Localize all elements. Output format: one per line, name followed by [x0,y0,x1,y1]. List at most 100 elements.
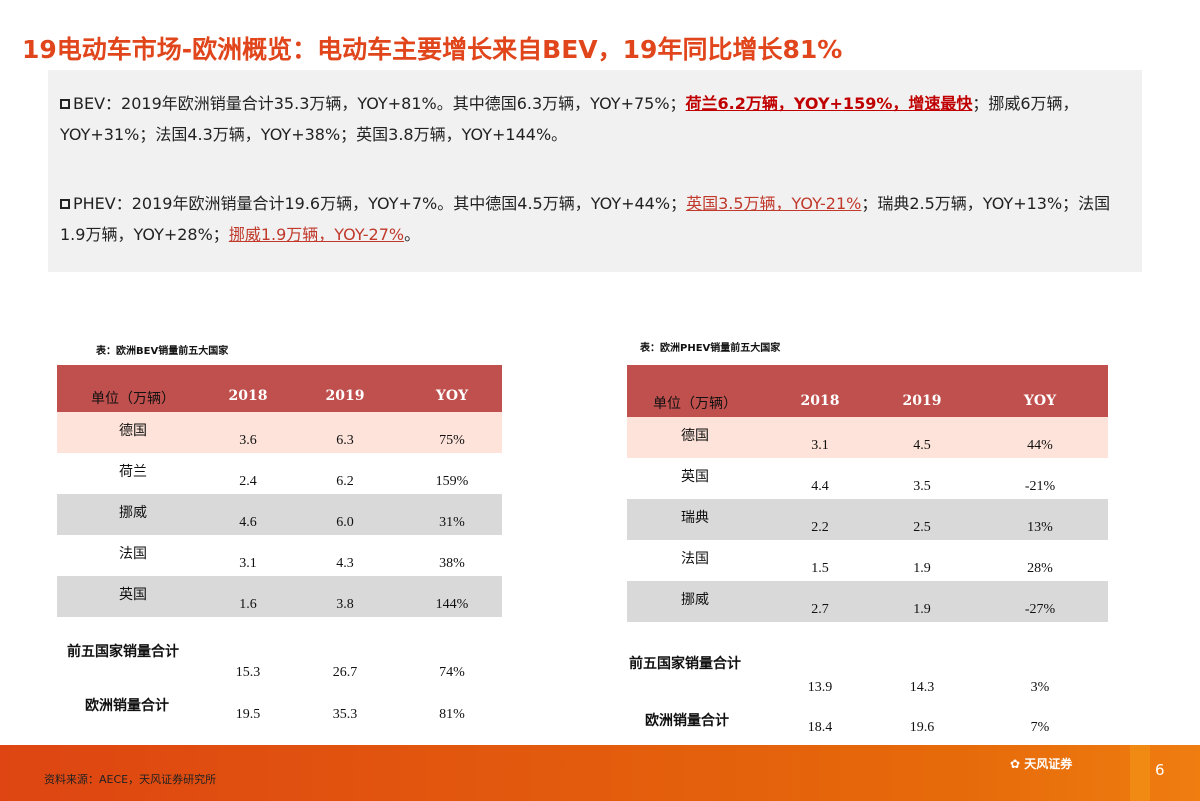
bev-summary: BEV：2019年欧洲销量合计35.3万辆，YOY+81%。其中德国6.3万辆，… [60,88,1130,150]
bev-text-2: ；挪威6万辆，YOY+31%；法国4.3万辆，YOY+38%；英国3.8万辆，Y… [60,94,1079,144]
total-value: 3% [1030,680,1050,695]
value-cell: 4.3 [336,556,354,571]
value-cell: 2.2 [811,520,829,535]
bev-text: BEV：2019年欧洲销量合计35.3万辆，YOY+81%。其中德国6.3万辆，… [73,94,686,113]
value-cell: -21% [1024,479,1056,494]
page-title: 19电动车市场-欧洲概览：电动车主要增长来自BEV，19年同比增长81% [22,35,843,64]
header-cell: 2018 [228,388,268,404]
table-row: 挪威 2.7 1.9 -27% [627,581,1108,622]
total-row: 前五国家销量合计 13.9 14.3 3% [627,653,1108,695]
summary-box: BEV：2019年欧洲销量合计35.3万辆，YOY+81%。其中德国6.3万辆，… [48,70,1142,272]
source-note: 资料来源：AECE，天风证券研究所 [44,773,217,786]
country-cell: 挪威 [681,592,709,608]
table-row: 法国 3.1 4.3 38% [57,535,502,576]
value-cell: 3.8 [336,597,354,612]
value-cell: -27% [1024,602,1056,617]
phev-table-title: 表：欧洲PHEV销量前五大国家 [640,343,781,354]
total-value: 81% [439,707,465,722]
company-logo: ✿ 天风证券 [1010,757,1073,771]
country-cell: 荷兰 [119,464,147,480]
value-cell: 3.1 [239,556,257,571]
total-value: 35.3 [332,707,358,722]
total-value: 19.5 [235,707,261,722]
value-cell: 3.6 [239,433,257,448]
value-cell: 75% [439,433,465,448]
value-cell: 1.9 [913,561,931,576]
bev-highlight: 荷兰6.2万辆，YOY+159%，增速最快 [685,94,973,113]
total-value: 13.9 [807,680,833,695]
phev-text-2: ；瑞典2.5万辆，YOY+13%；法国1.9万辆，YOY+28%； [60,194,1111,244]
country-cell: 法国 [681,551,709,567]
header-cell: 单位（万辆） [91,391,175,407]
total-value: 18.4 [807,720,833,735]
table-row: 瑞典 2.2 2.5 13% [627,499,1108,540]
table-row: 英国 1.6 3.8 144% [57,576,502,617]
phev-highlight-norway: 挪威1.9万辆，YOY-27% [228,225,405,244]
table-header: 单位（万辆） 2018 2019 YOY [57,365,502,412]
phev-text: PHEV：2019年欧洲销量合计19.6万辆，YOY+7%。其中德国4.5万辆，… [73,194,687,213]
value-cell: 38% [439,556,465,571]
total-label: 前五国家销量合计 [629,656,741,672]
value-cell: 3.5 [913,479,931,494]
table-row: 德国 3.6 6.3 75% [57,412,502,453]
value-cell: 44% [1027,438,1053,453]
country-cell: 瑞典 [681,510,709,526]
table-row: 英国 4.4 3.5 -21% [627,458,1108,499]
value-cell: 2.7 [811,602,829,617]
value-cell: 1.6 [239,597,257,612]
phev-summary: PHEV：2019年欧洲销量合计19.6万辆，YOY+7%。其中德国4.5万辆，… [60,188,1130,250]
page-bar [1130,745,1150,801]
total-label: 欧洲销量合计 [85,698,169,714]
country-cell: 挪威 [119,505,147,521]
total-value: 15.3 [235,665,261,680]
total-value: 14.3 [909,680,935,695]
value-cell: 6.0 [336,515,354,530]
table-row: 德国 3.1 4.5 44% [627,417,1108,458]
country-cell: 德国 [681,428,709,444]
value-cell: 28% [1027,561,1053,576]
bullet-square-icon [60,199,70,209]
value-cell: 2.5 [913,520,931,535]
header-cell: YOY [1023,393,1057,409]
logo-text: 天风证券 [1024,757,1073,771]
value-cell: 3.1 [811,438,829,453]
total-value: 19.6 [909,720,935,735]
header-cell: 单位（万辆） [653,396,737,412]
country-cell: 英国 [681,469,709,485]
footer: 资料来源：AECE，天风证券研究所 ✿ 天风证券 6 [0,745,1200,801]
phev-table: 单位（万辆） 2018 2019 YOY 德国 3.1 4.5 44% 英国 4.4 3.5 -21%… [627,365,1108,745]
table-header: 单位（万辆） 2018 2019 YOY [627,365,1108,417]
total-row: 欧洲销量合计 18.4 19.6 7% [627,710,1108,750]
value-cell: 1.9 [913,602,931,617]
country-cell: 英国 [119,587,147,603]
value-cell: 6.3 [336,433,354,448]
page-number: 6 [1155,761,1165,779]
value-cell: 159% [435,474,469,489]
value-cell: 4.6 [239,515,257,530]
total-label: 欧洲销量合计 [645,713,729,729]
value-cell: 13% [1027,520,1053,535]
value-cell: 6.2 [336,474,354,489]
phev-highlight-uk: 英国3.5万辆，YOY-21% [686,194,862,213]
header-cell: 2018 [800,393,840,409]
table-row: 法国 1.5 1.9 28% [627,540,1108,581]
total-value: 7% [1030,720,1050,735]
total-label: 前五国家销量合计 [67,644,179,660]
header-cell: YOY [435,388,469,404]
bev-table-title: 表：欧洲BEV销量前五大国家 [96,346,229,357]
country-cell: 德国 [119,423,147,439]
bullet-square-icon [60,99,70,109]
header-cell: 2019 [902,393,942,409]
total-value: 74% [439,665,465,680]
value-cell: 4.4 [811,479,829,494]
value-cell: 1.5 [811,561,829,576]
total-row: 欧洲销量合计 19.5 35.3 81% [57,695,502,735]
total-row: 前五国家销量合计 15.3 26.7 74% [57,641,502,681]
value-cell: 31% [439,515,465,530]
value-cell: 2.4 [239,474,257,489]
country-cell: 法国 [119,546,147,562]
header-cell: 2019 [325,388,365,404]
value-cell: 4.5 [913,438,931,453]
phev-text-3: 。 [404,225,421,244]
value-cell: 144% [435,597,469,612]
